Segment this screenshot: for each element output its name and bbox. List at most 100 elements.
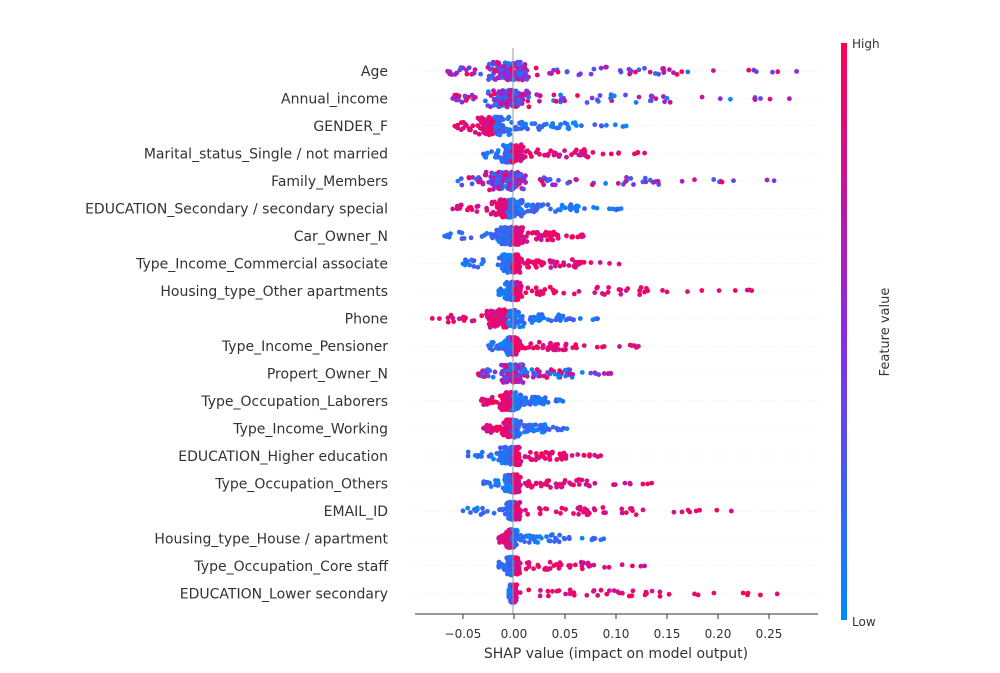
shap-point (499, 452, 505, 457)
shap-point (618, 291, 624, 297)
shap-point (575, 505, 581, 511)
shap-point (617, 68, 623, 73)
shap-point (616, 150, 622, 156)
shap-point (616, 261, 622, 267)
shap-point (506, 144, 512, 150)
shap-point (479, 261, 485, 267)
shap-point (545, 153, 551, 158)
shap-point (515, 155, 520, 161)
shap-point (546, 230, 552, 236)
shap-point (569, 234, 575, 240)
shap-point (553, 209, 558, 215)
shap-point (591, 66, 597, 72)
shap-point (630, 563, 635, 569)
shap-point (692, 591, 697, 597)
shap-point (548, 485, 553, 490)
shap-point (517, 232, 522, 238)
shap-point (531, 566, 536, 572)
shap-point (647, 98, 653, 104)
shap-point (495, 117, 501, 123)
shap-point (546, 427, 552, 432)
shap-point (758, 96, 763, 101)
shap-point (519, 395, 524, 401)
shap-point (579, 477, 585, 483)
shap-point (644, 285, 649, 291)
shap-point (549, 450, 555, 456)
shap-point (538, 237, 544, 243)
shap-point (536, 339, 542, 345)
x-tick-label: 0.00 (501, 627, 528, 641)
shap-point (509, 570, 515, 576)
shap-point (548, 265, 554, 270)
shap-point (535, 562, 541, 568)
shap-point (501, 289, 507, 294)
shap-point (504, 482, 509, 488)
shap-point (642, 563, 647, 569)
shap-point (522, 174, 527, 180)
shap-point (606, 285, 611, 290)
shap-point (488, 93, 494, 98)
shap-point (502, 312, 507, 318)
shap-point (664, 95, 670, 101)
shap-point (652, 179, 658, 185)
shap-point (586, 563, 592, 569)
shap-point (695, 592, 701, 598)
shap-point (661, 94, 666, 99)
shap-point (462, 93, 468, 99)
shap-point (590, 182, 595, 188)
shap-point (522, 539, 527, 545)
shap-point (556, 562, 562, 568)
shap-point (512, 461, 518, 466)
shap-point (642, 150, 647, 156)
shap-point (521, 534, 526, 540)
x-tick-label: −0.05 (445, 627, 482, 641)
shap-point (528, 457, 534, 463)
shap-point (537, 593, 543, 599)
shap-point (699, 94, 705, 100)
shap-point (464, 71, 470, 77)
shap-point (558, 97, 564, 102)
shap-point (576, 152, 582, 158)
shap-point (550, 424, 556, 430)
shap-point (632, 343, 637, 349)
shap-point (514, 475, 520, 481)
shap-point (456, 316, 462, 322)
shap-point (475, 203, 481, 209)
shap-point (671, 70, 676, 76)
shap-point (526, 560, 532, 565)
shap-point (504, 419, 510, 424)
shap-point (524, 88, 530, 94)
shap-point (618, 287, 624, 293)
shap-point (567, 371, 573, 377)
shap-point (458, 202, 464, 208)
shap-point (699, 288, 705, 293)
shap-point (490, 171, 496, 177)
shap-point (484, 308, 490, 314)
shap-point (537, 317, 542, 323)
shap-point (502, 567, 508, 573)
shap-point (607, 588, 612, 593)
feature-label: Marital_status_Single / not married (144, 147, 388, 163)
shap-point (627, 481, 633, 487)
shap-point (564, 426, 570, 432)
shap-point (574, 478, 579, 483)
feature-label: Type_Income_Working (232, 422, 388, 438)
shap-point (511, 291, 517, 297)
shap-point (469, 181, 475, 187)
shap-point (483, 98, 488, 104)
shap-point (562, 367, 568, 373)
shap-point (711, 177, 717, 182)
feature-label: Housing_type_House / apartment (154, 532, 388, 548)
shap-point (485, 508, 490, 514)
shap-point (514, 450, 520, 456)
shap-point (465, 449, 471, 455)
shap-point (507, 541, 513, 547)
shap-point (529, 367, 535, 372)
shap-point (504, 241, 509, 246)
shap-point (511, 338, 517, 344)
shap-point (489, 74, 495, 80)
shap-point (527, 481, 532, 487)
feature-label: EDUCATION_Higher education (178, 449, 388, 465)
shap-point (638, 563, 644, 569)
shap-point (692, 177, 697, 183)
